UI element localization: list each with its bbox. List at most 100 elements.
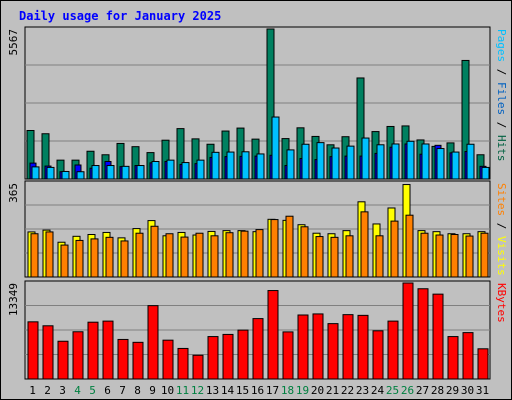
x-tick-label-day-10: 10 (161, 384, 174, 397)
bar-kbytes-day-3 (57, 340, 69, 380)
bar-kbytes-day-10 (162, 339, 174, 380)
panel-visits: 365 Sites / Visits (7, 180, 508, 278)
bar-kbytes-day-23 (357, 314, 369, 380)
x-tick-label-day-19: 19 (296, 384, 309, 397)
x-tick-label-day-12: 12 (191, 384, 204, 397)
bar-kbytes-day-13 (207, 336, 219, 380)
bar-sites-day-7 (120, 240, 129, 278)
x-tick-label-day-9: 9 (149, 384, 156, 397)
bar-pages-day-15 (241, 151, 250, 180)
series-label-part: Hits (495, 135, 508, 162)
bar-pages-day-6 (106, 165, 115, 180)
bar-pages-day-14 (226, 151, 235, 180)
bar-kbytes-day-8 (132, 341, 144, 380)
series-label-part: Sites (495, 183, 508, 216)
bar-pages-day-26 (406, 140, 415, 180)
x-tick-label-day-28: 28 (431, 384, 444, 397)
bar-pages-day-1 (31, 166, 40, 180)
x-tick-label-day-27: 27 (416, 384, 429, 397)
bar-sites-day-10 (165, 233, 174, 278)
bar-pages-day-11 (181, 162, 190, 180)
bar-kbytes-day-30 (462, 332, 474, 380)
bar-kbytes-day-22 (342, 314, 354, 380)
bar-pages-day-17 (271, 116, 280, 180)
bar-pages-day-2 (46, 166, 55, 180)
bar-kbytes-day-27 (417, 288, 429, 380)
x-tick-label-day-20: 20 (311, 384, 324, 397)
panel-kbytes-series-label: KBytes (495, 283, 508, 323)
bar-kbytes-day-29 (447, 336, 459, 380)
bar-sites-day-25 (390, 220, 399, 278)
bar-pages-day-30 (466, 143, 475, 180)
bar-sites-day-1 (30, 233, 39, 278)
bar-pages-day-3 (61, 170, 70, 180)
x-axis-labels: 1 2 3 4 5 6 7 8 9 10 11 12 13 14 15 16 17 18 19 20 21 22 23 24 2… (29, 384, 489, 397)
bar-sites-day-27 (420, 232, 429, 278)
bar-pages-day-21 (331, 147, 340, 180)
panel-kbytes-max-label: 13349 (7, 283, 20, 316)
x-tick-label-day-5: 5 (89, 384, 96, 397)
bar-pages-day-24 (376, 144, 385, 180)
x-tick-label-day-7: 7 (119, 384, 126, 397)
bar-pages-day-16 (256, 153, 265, 180)
bar-kbytes-day-31 (477, 348, 489, 380)
bar-sites-day-23 (360, 211, 369, 278)
bar-kbytes-day-1 (27, 321, 39, 380)
series-label-part: Pages (495, 29, 508, 62)
bar-sites-day-4 (75, 239, 84, 278)
bar-kbytes-day-25 (387, 320, 399, 380)
bar-sites-day-20 (315, 236, 324, 278)
bar-sites-day-31 (480, 232, 489, 278)
x-tick-label-day-23: 23 (356, 384, 369, 397)
bar-sites-day-28 (435, 234, 444, 278)
bar-pages-day-8 (136, 165, 145, 180)
panel-kbytes: 13349 KBytes (7, 280, 508, 380)
bar-kbytes-day-11 (177, 347, 189, 380)
bar-kbytes-day-21 (327, 323, 339, 380)
bar-pages-day-31 (481, 166, 490, 180)
bar-pages-day-29 (451, 151, 460, 180)
panel-hits-max-label: 5567 (7, 29, 20, 56)
bar-sites-day-26 (405, 214, 414, 278)
bar-kbytes-day-5 (87, 321, 99, 380)
bar-kbytes-day-9 (147, 305, 159, 380)
bar-sites-day-8 (135, 232, 144, 278)
bar-kbytes-day-15 (237, 329, 249, 380)
x-tick-label-day-13: 13 (206, 384, 219, 397)
bar-kbytes-day-28 (432, 293, 444, 380)
x-tick-label-day-21: 21 (326, 384, 339, 397)
x-tick-label-day-8: 8 (134, 384, 141, 397)
series-kbytes (27, 282, 489, 380)
bar-kbytes-day-12 (192, 354, 204, 380)
bar-pages-day-9 (151, 160, 160, 180)
bar-pages-day-4 (76, 171, 85, 180)
series-label-part: KBytes (495, 283, 508, 323)
bar-sites-day-6 (105, 236, 114, 278)
x-tick-label-day-26: 26 (401, 384, 414, 397)
bar-sites-day-2 (45, 231, 54, 278)
series-label-part: Files (495, 82, 508, 115)
bar-sites-day-13 (210, 235, 219, 278)
bar-kbytes-day-4 (72, 331, 84, 380)
chart-panels: 5567 Pages / Files / Hits 365 Sites / Visit… (7, 26, 508, 380)
bar-sites-day-3 (60, 244, 69, 278)
bar-pages-day-27 (421, 143, 430, 180)
panel-hits-series-label: Pages / Files / Hits (495, 29, 508, 162)
bar-pages-day-22 (346, 145, 355, 180)
series-pages (31, 116, 490, 180)
bar-sites-day-17 (270, 219, 279, 278)
bar-sites-day-14 (225, 232, 234, 278)
x-tick-label-day-4: 4 (74, 384, 81, 397)
bar-pages-day-5 (91, 165, 100, 180)
bar-kbytes-day-26 (402, 282, 414, 380)
bar-sites-day-16 (255, 229, 264, 278)
bar-sites-day-5 (90, 238, 99, 278)
bar-sites-day-21 (330, 236, 339, 278)
x-tick-label-day-3: 3 (59, 384, 66, 397)
bar-kbytes-day-16 (252, 318, 264, 380)
x-tick-label-day-11: 11 (176, 384, 189, 397)
x-tick-label-day-30: 30 (461, 384, 474, 397)
x-tick-label-day-18: 18 (281, 384, 294, 397)
x-tick-label-day-15: 15 (236, 384, 249, 397)
